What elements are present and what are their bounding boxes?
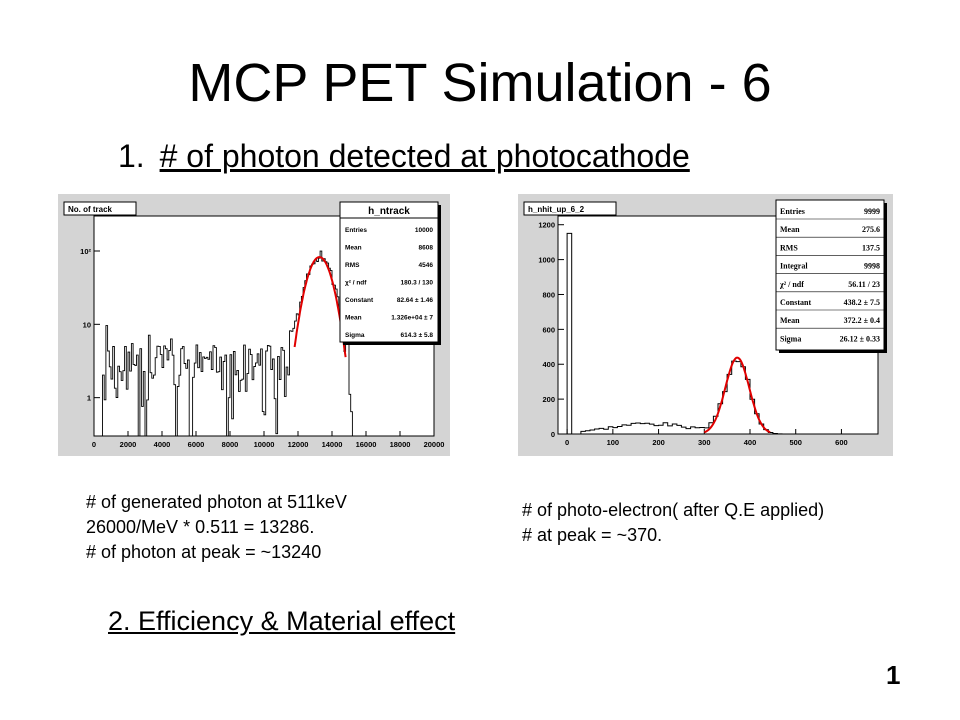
y-tick-label: 1200 xyxy=(538,221,555,230)
y-tick-label: 800 xyxy=(542,290,555,299)
fit-curve xyxy=(703,356,771,434)
y-tick-label: 1000 xyxy=(538,256,555,265)
x-tick-label: 200 xyxy=(652,438,665,447)
right-histogram-chart: h_nhit_up_6_2 0 100 200 300 400 500 600 0 200 400 6… xyxy=(518,194,893,456)
histogram-tab xyxy=(63,201,137,216)
x-tick-label: 0 xyxy=(565,438,569,447)
y-tick-label: 200 xyxy=(542,395,555,404)
stats-value: 10000 xyxy=(415,227,433,234)
x-tick-label: 400 xyxy=(744,438,757,447)
stats-value: 8608 xyxy=(419,245,434,252)
left-histogram-panel: No. of track 0 2000 4000 6000 8000 10000 12000 1… xyxy=(58,194,450,456)
x-tick-label: 12000 xyxy=(288,440,309,449)
slide-title: MCP PET Simulation - 6 xyxy=(188,53,772,113)
note-line: 26000/MeV * 0.511 = 13286. xyxy=(86,517,315,537)
stats-label: Mean xyxy=(345,245,362,252)
subtitle-number: 1. xyxy=(118,138,145,174)
note-line: # at peak = ~370. xyxy=(522,525,663,545)
stats-value: 275.6 xyxy=(862,225,880,234)
stats-value: 9999 xyxy=(864,207,880,216)
x-tick-label: 18000 xyxy=(390,440,411,449)
histogram-tab-label: h_nhit_up_6_2 xyxy=(528,205,585,214)
stats-value: 180.3 / 130 xyxy=(400,280,433,287)
y-tick-label: 400 xyxy=(542,360,555,369)
stats-value: 56.11 / 23 xyxy=(848,280,880,289)
slide-subtitle: 1. # of photon detected at photocathode xyxy=(118,138,690,175)
stats-label: Integral xyxy=(780,262,808,271)
note-line: # of photon at peak = ~13240 xyxy=(86,542,322,562)
stats-label: Entries xyxy=(780,207,805,216)
right-histogram-panel: h_nhit_up_6_2 0 100 200 300 400 500 600 0 200 400 6… xyxy=(518,194,893,456)
page-number: 1 xyxy=(886,660,901,690)
histogram-line xyxy=(558,232,878,435)
x-tick-label: 0 xyxy=(92,440,96,449)
notes-right: # of photo-electron( after Q.E applied) … xyxy=(522,498,824,548)
stats-label: Mean xyxy=(780,316,800,325)
x-tick-label: 4000 xyxy=(154,440,171,449)
x-tick-label: 8000 xyxy=(222,440,239,449)
stats-label: χ² / ndf xyxy=(779,280,804,289)
y-tick-label: 10² xyxy=(80,247,91,256)
y-tick-label: 1 xyxy=(87,394,91,403)
stats-value: 438.2 ± 7.5 xyxy=(844,298,880,307)
histogram-tab xyxy=(523,201,617,216)
stats-title: h_ntrack xyxy=(368,206,410,217)
stats-value: 26.12 ± 0.33 xyxy=(840,334,880,343)
note-line: # of photo-electron( after Q.E applied) xyxy=(522,500,825,520)
y-tick-label: 600 xyxy=(542,325,555,334)
note-line: # of generated photon at 511keV xyxy=(86,492,347,512)
stats-value: 82.64 ± 1.46 xyxy=(397,297,433,304)
stats-value: 1.326e+04 ± 7 xyxy=(391,315,433,322)
x-tick-label: 16000 xyxy=(356,440,377,449)
left-histogram-chart: No. of track 0 2000 4000 6000 8000 10000 12000 1… xyxy=(58,194,450,456)
stats-box xyxy=(775,199,885,351)
stats-label: Sigma xyxy=(780,334,801,343)
stats-label: Entries xyxy=(345,227,367,234)
stats-value: 137.5 xyxy=(862,243,880,252)
y-tick-label: 10 xyxy=(83,320,91,329)
y-tick-label: 0 xyxy=(551,430,555,439)
x-tick-label: 20000 xyxy=(424,440,445,449)
x-tick-label: 6000 xyxy=(188,440,205,449)
section-heading-2: 2. Efficiency & Material effect xyxy=(108,606,456,636)
x-tick-label: 500 xyxy=(789,438,802,447)
x-tick-label: 300 xyxy=(698,438,711,447)
stats-label: Mean xyxy=(780,225,800,234)
stats-value: 372.2 ± 0.4 xyxy=(844,316,880,325)
x-tick-label: 14000 xyxy=(322,440,343,449)
stats-label: RMS xyxy=(345,262,360,269)
stats-label: Sigma xyxy=(345,332,365,339)
stats-label: RMS xyxy=(780,243,798,252)
x-tick-label: 2000 xyxy=(120,440,137,449)
stats-value: 4546 xyxy=(419,262,434,269)
fit-curve xyxy=(293,256,347,358)
subtitle-text: # of photon detected at photocathode xyxy=(159,138,690,174)
stats-box xyxy=(339,201,439,343)
x-tick-label: 10000 xyxy=(254,440,275,449)
stats-label: χ² / ndf xyxy=(345,280,367,287)
histogram-tab-label: No. of track xyxy=(68,205,113,214)
stats-label: Constant xyxy=(345,297,374,304)
stats-value: 614.3 ± 5.8 xyxy=(401,332,434,339)
notes-left: # of generated photon at 511keV 26000/Me… xyxy=(86,490,347,565)
x-tick-label: 100 xyxy=(607,438,620,447)
stats-label: Constant xyxy=(780,298,811,307)
stats-value: 9998 xyxy=(864,262,880,271)
x-tick-label: 600 xyxy=(835,438,848,447)
stats-label: Mean xyxy=(345,315,362,322)
